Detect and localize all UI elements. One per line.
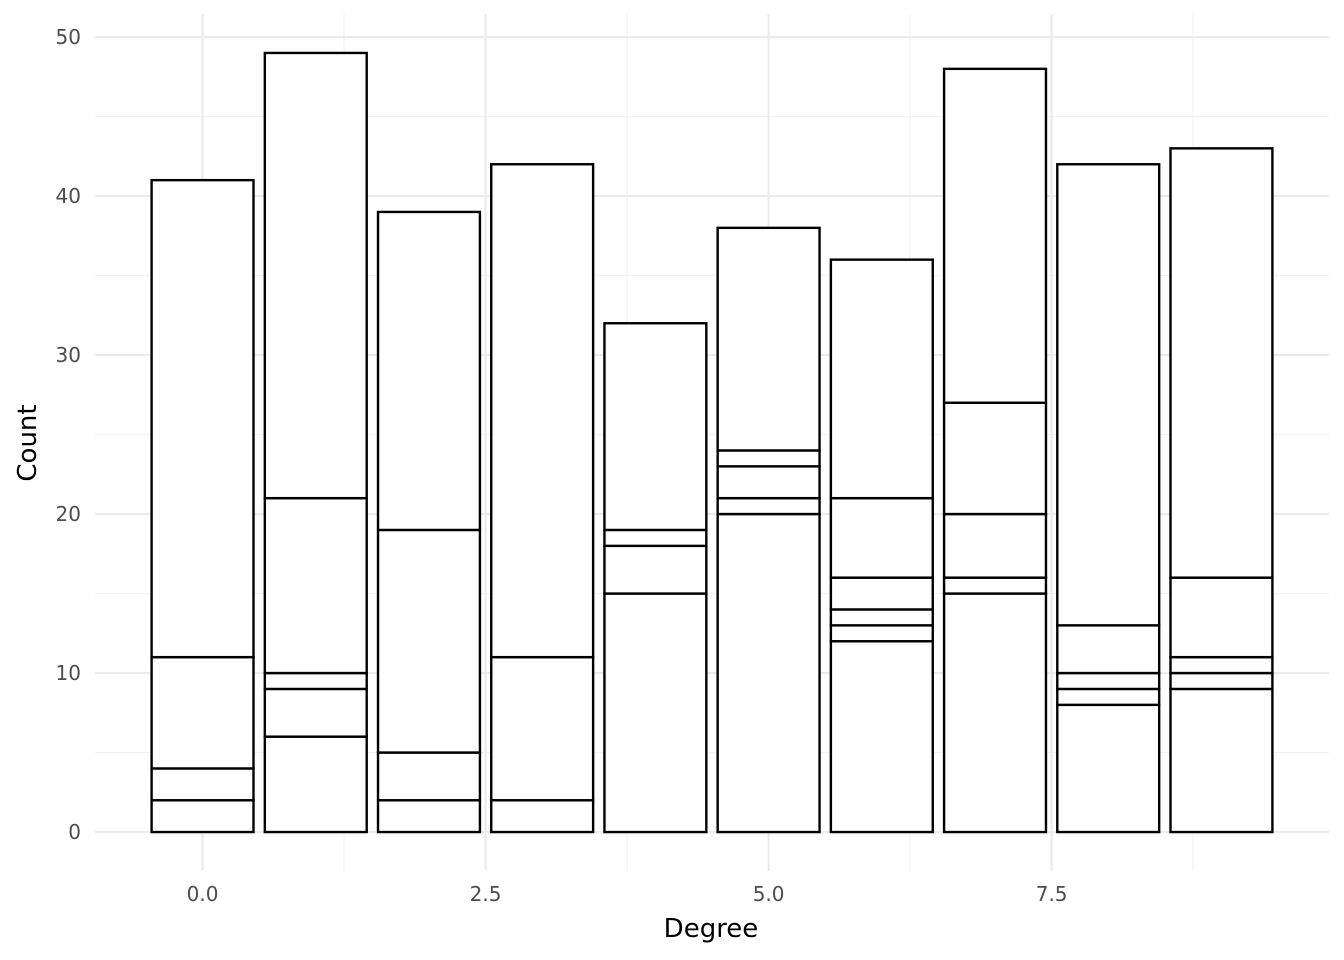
x-tick-label: 7.5 bbox=[1036, 882, 1068, 906]
bar-segment bbox=[829, 624, 934, 643]
bar-segment bbox=[376, 751, 482, 802]
bar-segment bbox=[603, 322, 708, 532]
bar-8 bbox=[1056, 163, 1161, 834]
x-axis-ticks: 0.0 2.5 5.0 7.5 bbox=[187, 882, 1068, 906]
bar-segment bbox=[150, 178, 255, 659]
bar-segment bbox=[150, 655, 255, 770]
bar-0 bbox=[150, 178, 255, 834]
y-tick-label: 20 bbox=[56, 502, 81, 526]
bar-segment bbox=[263, 496, 368, 675]
bar-segment bbox=[490, 655, 595, 802]
bar-segment bbox=[376, 528, 482, 754]
x-tick-label: 0.0 bbox=[187, 882, 219, 906]
bar-6 bbox=[829, 258, 934, 834]
y-tick-label: 0 bbox=[68, 820, 81, 844]
bar-segment bbox=[716, 226, 821, 452]
x-axis-title: Degree bbox=[664, 914, 759, 944]
bar-segment bbox=[1169, 655, 1274, 675]
bar-segment bbox=[1056, 671, 1161, 691]
y-tick-label: 10 bbox=[56, 661, 81, 685]
x-tick-label: 5.0 bbox=[753, 882, 785, 906]
y-tick-label: 30 bbox=[56, 343, 81, 367]
bar-2 bbox=[376, 210, 482, 834]
bar-3 bbox=[490, 163, 595, 834]
y-tick-label: 50 bbox=[56, 25, 81, 49]
bar-segment bbox=[1056, 687, 1161, 707]
bar-segment bbox=[829, 640, 934, 834]
bar-segment bbox=[942, 401, 1048, 516]
y-tick-label: 40 bbox=[56, 184, 81, 208]
bar-segment bbox=[150, 767, 255, 802]
bar-segment bbox=[1056, 624, 1161, 675]
bar-segment bbox=[1056, 703, 1161, 834]
bar-segment bbox=[829, 496, 934, 579]
y-axis-title: Count bbox=[13, 404, 43, 481]
bar-segment bbox=[490, 799, 595, 834]
bar-segment bbox=[716, 512, 821, 834]
bar-segment bbox=[376, 799, 482, 834]
bar-segment bbox=[376, 210, 482, 532]
bar-segment bbox=[942, 512, 1048, 579]
bar-segment bbox=[1056, 163, 1161, 627]
bar-segment bbox=[263, 51, 368, 500]
bar-segment bbox=[942, 67, 1048, 404]
bar-segment bbox=[603, 528, 708, 548]
bar-segment bbox=[1169, 576, 1274, 659]
bar-segment bbox=[603, 544, 708, 595]
bar-segment bbox=[263, 687, 368, 738]
bar-segment bbox=[716, 449, 821, 468]
bar-segment bbox=[716, 496, 821, 516]
bar-5 bbox=[716, 226, 821, 834]
bar-segment bbox=[603, 592, 708, 834]
x-tick-label: 2.5 bbox=[470, 882, 502, 906]
bar-segment bbox=[1169, 147, 1274, 579]
bar-segment bbox=[150, 799, 255, 834]
bar-segment bbox=[1169, 671, 1274, 691]
bar-segment bbox=[263, 671, 368, 691]
bar-segment bbox=[829, 258, 934, 500]
bar-segment bbox=[1169, 687, 1274, 834]
bar-segment bbox=[263, 735, 368, 834]
bar-9 bbox=[1169, 147, 1274, 834]
bar-segment bbox=[716, 465, 821, 500]
bar-segment bbox=[829, 576, 934, 611]
bar-1 bbox=[263, 51, 368, 834]
bar-segment bbox=[942, 576, 1048, 595]
bar-4 bbox=[603, 322, 708, 834]
bar-segment bbox=[490, 163, 595, 659]
bar-7 bbox=[942, 67, 1048, 834]
bars-layer bbox=[150, 51, 1274, 834]
y-axis-ticks: 0 10 20 30 40 50 bbox=[56, 25, 81, 844]
bar-segment bbox=[829, 608, 934, 627]
bar-segment bbox=[942, 592, 1048, 834]
